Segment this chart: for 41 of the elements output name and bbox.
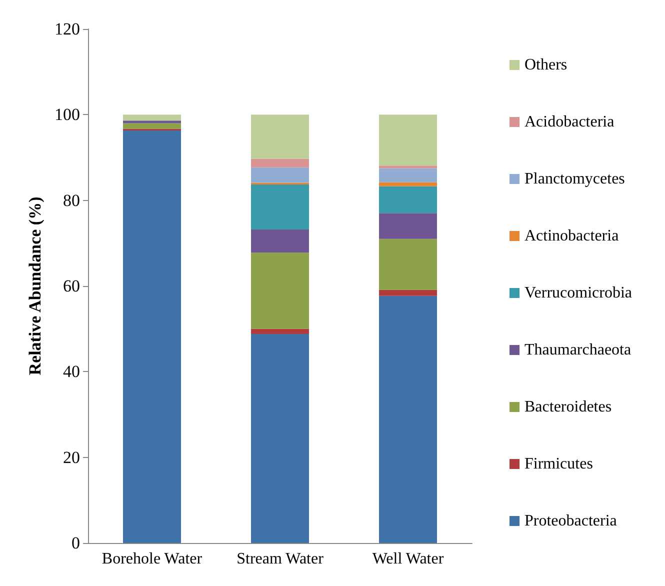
bar bbox=[379, 168, 437, 182]
bar bbox=[123, 120, 181, 124]
bar bbox=[123, 123, 181, 129]
bar bbox=[379, 182, 437, 186]
bar bbox=[379, 290, 437, 296]
bar bbox=[251, 184, 309, 230]
legend-label: Thaumarchaeota bbox=[524, 342, 632, 358]
y-tick-label: 60 bbox=[63, 276, 80, 296]
bar bbox=[251, 252, 309, 329]
bar bbox=[123, 130, 181, 543]
y-tick-label: 80 bbox=[63, 190, 80, 210]
bar bbox=[379, 186, 437, 214]
x-tick-label: Well Water bbox=[372, 550, 444, 568]
x-tick-label: Borehole Water bbox=[102, 550, 203, 568]
bar bbox=[251, 114, 309, 159]
bar bbox=[379, 238, 437, 290]
bar bbox=[379, 213, 437, 239]
bar bbox=[251, 158, 309, 168]
bar bbox=[123, 114, 181, 121]
legend-label: Planctomycetes bbox=[524, 170, 625, 188]
bar bbox=[251, 334, 309, 543]
y-tick-label: 120 bbox=[54, 20, 80, 38]
bar bbox=[251, 167, 309, 183]
x-tick-label: Stream Water bbox=[236, 550, 324, 568]
legend-label: Firmicutes bbox=[524, 456, 593, 472]
bar bbox=[251, 229, 309, 253]
bar bbox=[379, 296, 437, 543]
legend-label: Acidobacteria bbox=[524, 114, 614, 130]
y-axis-title: Relative Abundance (%) bbox=[26, 196, 45, 376]
y-tick-label: 40 bbox=[63, 362, 80, 382]
legend-label: Verrucomicrobia bbox=[524, 284, 632, 302]
bar bbox=[251, 328, 309, 334]
legend-label: Proteobacteria bbox=[524, 512, 617, 530]
y-tick-label: 0 bbox=[72, 534, 80, 552]
bar bbox=[379, 114, 437, 166]
legend-label: Actinobacteria bbox=[524, 228, 619, 244]
bar bbox=[379, 166, 437, 168]
y-tick-label: 100 bbox=[54, 105, 80, 124]
legend-label: Bacteroidetes bbox=[524, 398, 612, 416]
legend-label: Others bbox=[524, 56, 568, 74]
y-tick-label: 20 bbox=[63, 448, 80, 467]
